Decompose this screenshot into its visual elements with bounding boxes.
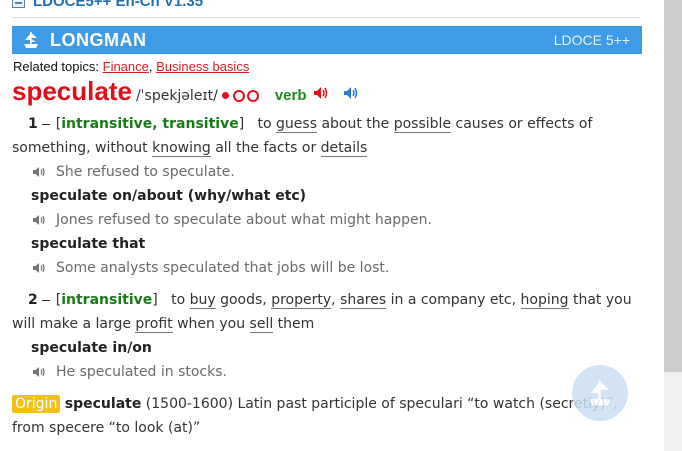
definition-link-word[interactable]: details xyxy=(320,140,368,157)
definition-link-word[interactable]: buy xyxy=(189,292,216,309)
pronunciation: /ˈspekjəleɪt/ xyxy=(135,88,218,104)
brand-name: LONGMAN xyxy=(50,29,147,50)
example-speaker-icon[interactable] xyxy=(32,366,46,378)
definition-text: to xyxy=(257,116,277,132)
definition-text: causes or effects of something, without xyxy=(12,116,593,156)
headword-line: speculate /ˈspekjəleɪt/ verb xyxy=(12,76,359,107)
dictionary-icon xyxy=(12,0,25,8)
origin-text: (1500-1600) Latin past participle of spe… xyxy=(12,396,618,436)
definition: to buy goods, property, shares in a comp… xyxy=(12,292,632,333)
definition-text: them xyxy=(273,316,315,332)
related-topics: Related topics: Finance, Business basics xyxy=(13,59,249,74)
example-text: He speculated in stocks. xyxy=(56,364,227,380)
example-text: Jones refused to speculate about what mi… xyxy=(56,212,432,228)
definition-link-word[interactable]: sell xyxy=(249,316,274,333)
example: Jones refused to speculate about what mi… xyxy=(32,208,632,232)
definition-link-word[interactable]: guess xyxy=(276,116,317,133)
word-origin: Origin speculate (1500-1600) Latin past … xyxy=(12,392,622,440)
longman-ship-icon xyxy=(24,32,38,48)
definition-text: goods, xyxy=(215,292,272,308)
example: She refused to speculate. xyxy=(32,160,632,184)
part-of-speech: verb xyxy=(274,87,307,104)
frequency-dot-icon xyxy=(221,92,229,99)
definition-link-word[interactable]: property xyxy=(271,292,332,309)
grammar-code: intransitive xyxy=(61,292,153,308)
origin-word: speculate xyxy=(64,396,142,412)
entry-body: 1 [intransitive, transitive] to guess abo… xyxy=(12,112,632,384)
definition-text: , xyxy=(331,292,341,308)
collocation: speculate on/about (why/what etc) xyxy=(31,188,307,204)
example-speaker-icon[interactable] xyxy=(32,214,46,226)
definition: to guess about the possible causes or ef… xyxy=(12,116,592,157)
origin-tag: Origin xyxy=(12,395,61,413)
definition-text: about the xyxy=(317,116,394,132)
definition-link-word[interactable]: knowing xyxy=(152,140,211,157)
definition-text: that you will make a large xyxy=(12,292,632,332)
divider xyxy=(12,17,640,18)
example-speaker-icon[interactable] xyxy=(32,262,46,274)
example: He speculated in stocks. xyxy=(32,360,632,384)
grammar-code: intransitive, transitive xyxy=(61,116,239,132)
definition-link-word[interactable]: shares xyxy=(340,292,387,309)
example-speaker-icon[interactable] xyxy=(32,166,46,178)
speaker-american-icon[interactable] xyxy=(343,86,359,100)
speaker-british-icon[interactable] xyxy=(313,86,329,100)
definition-text: in a company etc, xyxy=(386,292,521,308)
topic-separator: , xyxy=(148,59,157,74)
frequency-indicator xyxy=(221,89,259,102)
dictionary-version: LDOCE 5++ xyxy=(553,32,630,48)
example: Some analysts speculated that jobs will … xyxy=(32,256,632,280)
definition-text: all the facts or xyxy=(210,140,321,156)
frequency-circle-icon xyxy=(232,89,245,102)
frequency-circle-icon xyxy=(246,89,259,102)
example-text: She refused to speculate. xyxy=(56,164,235,180)
related-topics-label: Related topics: xyxy=(13,59,99,74)
definition-link-word[interactable]: possible xyxy=(393,116,452,133)
sense-number: 2 xyxy=(28,292,56,308)
definition-link-word[interactable]: profit xyxy=(135,316,173,333)
topic-link-business-basics[interactable]: Business basics xyxy=(156,59,250,74)
headword: speculate xyxy=(12,76,132,106)
dictionary-title-bar: LDOCE5++ En-Cn V1.35 xyxy=(12,0,203,11)
example-text: Some analysts speculated that jobs will … xyxy=(56,260,390,276)
collocation: speculate that xyxy=(31,236,146,252)
definition-text: to xyxy=(171,292,190,308)
longman-watermark-icon xyxy=(572,365,628,421)
sense-number: 1 xyxy=(28,116,56,132)
sense-2: 2 [intransitive] to buy goods, property, … xyxy=(12,292,632,333)
dictionary-title: LDOCE5++ En-Cn V1.35 xyxy=(33,0,204,10)
sense-1: 1 [intransitive, transitive] to guess abo… xyxy=(12,116,593,157)
definition-text: when you xyxy=(172,316,250,332)
topic-link-finance[interactable]: Finance xyxy=(102,59,149,74)
longman-banner: LONGMAN LDOCE 5++ xyxy=(12,26,642,54)
collocation: speculate in/on xyxy=(31,340,152,356)
scrollbar-thumb[interactable] xyxy=(664,0,682,372)
definition-link-word[interactable]: hoping xyxy=(520,292,569,309)
